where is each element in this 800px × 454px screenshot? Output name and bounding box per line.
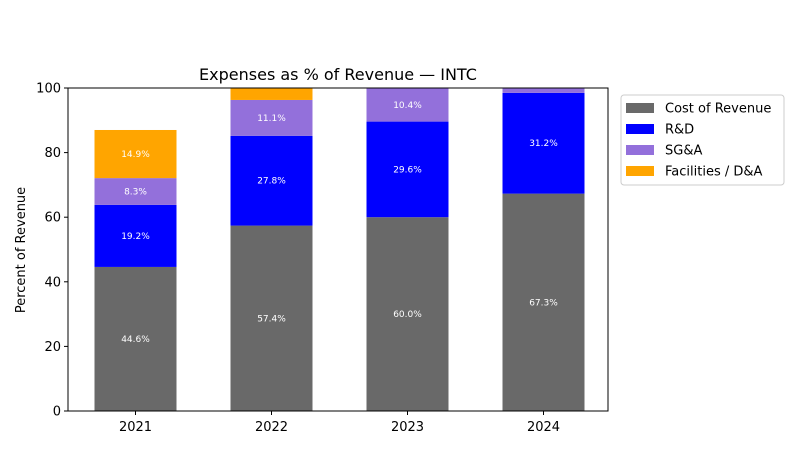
data-label: 10.4%	[393, 101, 422, 111]
bar-2021-series-3	[94, 129, 177, 179]
legend-label: R&D	[665, 123, 694, 138]
legend: Cost of Revenue R&D SG&A Facilities / D&A	[620, 94, 785, 186]
y-tick-label: 40	[44, 275, 61, 290]
data-label: 19.2%	[121, 232, 150, 242]
legend-swatch	[626, 145, 654, 155]
y-axis-label: Percent of Revenue	[14, 187, 29, 313]
data-label: 29.6%	[393, 165, 422, 175]
data-label: 44.6%	[121, 335, 150, 345]
bar-2022-series-3	[230, 88, 313, 100]
data-label: 31.2%	[529, 139, 558, 149]
bars-layer	[94, 88, 585, 411]
legend-swatch	[626, 103, 654, 113]
data-label: 11.1%	[257, 114, 286, 124]
legend-swatch	[626, 124, 654, 134]
y-tick-label: 80	[44, 146, 61, 161]
data-label: 14.9%	[121, 150, 150, 160]
legend-label: SG&A	[665, 144, 702, 159]
bar-2022-series-1	[230, 135, 313, 226]
bar-2023-series-2	[366, 88, 449, 122]
bar-2024-series-1	[502, 92, 585, 194]
x-tick-label: 2024	[527, 420, 560, 435]
x-axis: 2021 2022 2023 2024	[119, 411, 560, 435]
legend-swatch	[626, 166, 654, 176]
y-tick-label: 60	[44, 211, 61, 226]
y-tick-label: 0	[53, 405, 61, 420]
bar-labels-layer: 44.6% 19.2% 8.3% 14.9% 57.4% 27.8% 11.1% 60.0% 2…	[121, 101, 558, 345]
data-label: 27.8%	[257, 177, 286, 187]
x-tick-label: 2023	[391, 420, 424, 435]
y-tick-label: 20	[44, 340, 61, 355]
data-label: 60.0%	[393, 310, 422, 320]
x-tick-label: 2021	[119, 420, 152, 435]
y-axis: 0 20 40 60 80 100	[36, 82, 68, 420]
bar-2023-series-1	[366, 121, 449, 218]
data-label: 67.3%	[529, 298, 558, 308]
bar-2021-series-2	[94, 178, 177, 205]
y-tick-label: 100	[36, 82, 61, 97]
bar-2021-series-1	[94, 204, 177, 267]
bar-2023-series-0	[366, 217, 449, 411]
data-label: 8.3%	[124, 188, 147, 198]
bar-2022-series-0	[230, 225, 313, 411]
data-label: 57.4%	[257, 314, 286, 324]
legend-label: Facilities / D&A	[665, 165, 763, 180]
plot-frame	[67, 87, 609, 412]
bar-2024-series-2	[502, 88, 585, 93]
x-tick-label: 2022	[255, 420, 288, 435]
bar-2022-series-2	[230, 99, 313, 136]
bar-2024-series-0	[502, 193, 585, 411]
chart-title: Expenses as % of Revenue — INTC	[199, 65, 477, 84]
legend-frame	[620, 94, 785, 186]
legend-label: Cost of Revenue	[665, 102, 771, 117]
bar-2021-series-0	[94, 266, 177, 411]
